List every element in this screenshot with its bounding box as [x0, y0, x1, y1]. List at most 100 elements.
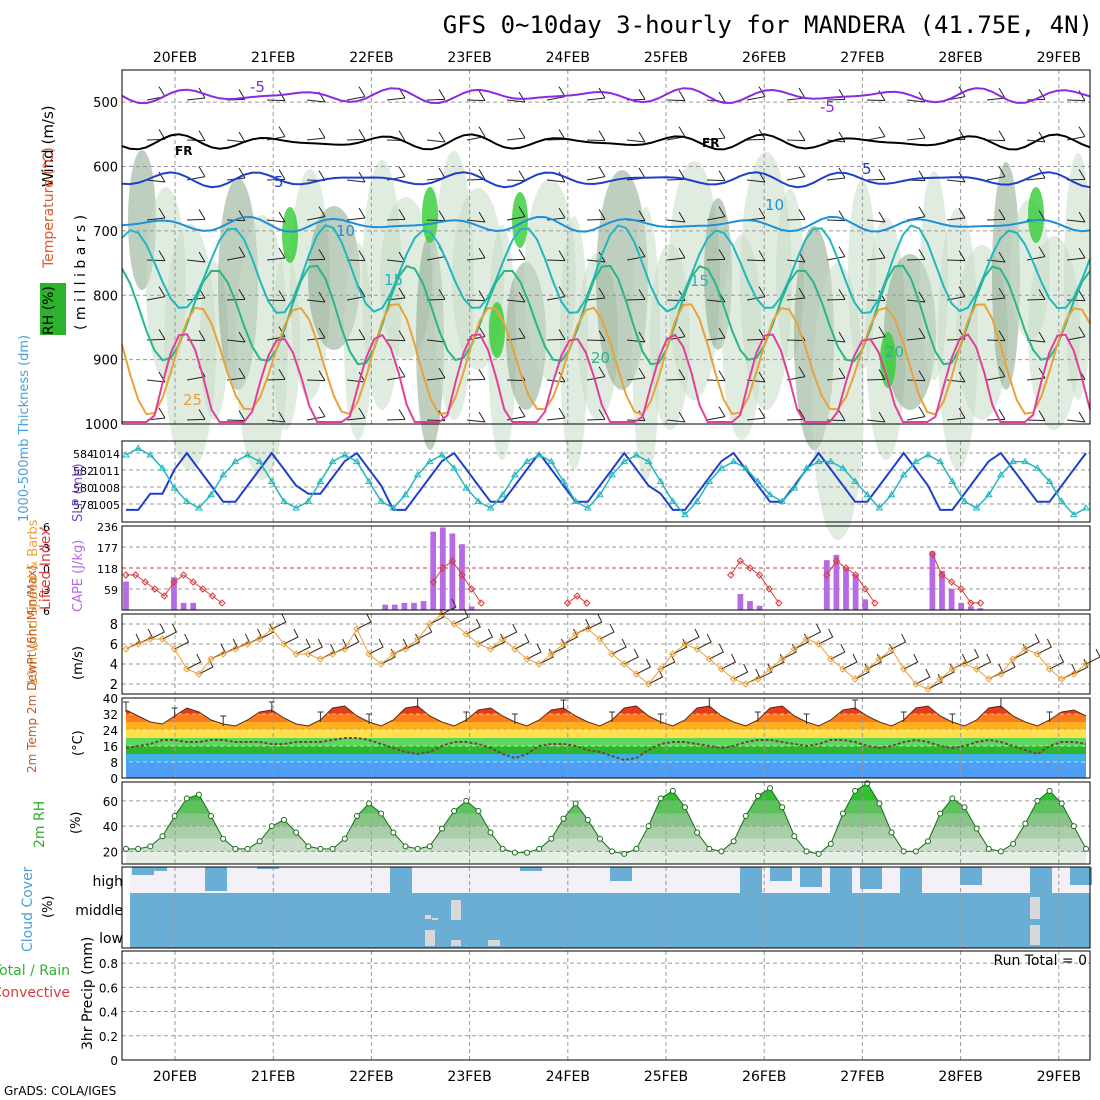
wind-marker — [778, 655, 786, 663]
cloud-gap — [425, 930, 435, 946]
wind-marker — [377, 660, 385, 668]
li-marker — [141, 578, 149, 586]
wind-barb — [506, 249, 526, 261]
wind-marker — [219, 650, 227, 658]
slp-marker — [899, 470, 908, 478]
slp-marker — [219, 470, 228, 478]
cloud-gap — [451, 940, 461, 946]
cape-frame — [121, 525, 1091, 611]
wind-marker — [389, 650, 398, 658]
li-marker — [765, 585, 773, 593]
minmax-bar — [900, 711, 907, 722]
rh-marker — [997, 848, 1004, 855]
rh-marker — [378, 810, 385, 817]
wind-marker — [134, 640, 142, 648]
rh-marker — [524, 849, 531, 856]
wind-barb — [1026, 246, 1046, 261]
rh-marker — [293, 829, 300, 836]
wind-marker — [1009, 655, 1017, 663]
wind-barb — [346, 129, 366, 141]
wind-barb — [1026, 410, 1046, 422]
wind-barb — [786, 130, 806, 142]
wind-marker — [316, 655, 325, 663]
rh-marker — [208, 813, 215, 820]
temp-band — [126, 722, 1086, 730]
cloud-frame — [121, 866, 1091, 949]
slp-marker — [839, 464, 847, 471]
rh-tick: 60 — [103, 795, 118, 809]
minmax-bar — [511, 713, 518, 724]
slp-marker — [559, 477, 568, 484]
wind-barb — [906, 291, 926, 303]
wind-marker — [997, 670, 1005, 678]
wind-barb — [666, 247, 686, 261]
date-label-bottom: 22FEB — [349, 1069, 393, 1085]
date-label-bottom: 26FEB — [742, 1069, 786, 1085]
high-cloud-bar — [1030, 867, 1052, 893]
wind-marker — [742, 680, 750, 688]
rh-marker — [912, 848, 919, 855]
li-marker — [199, 585, 207, 593]
slp-marker — [523, 457, 531, 465]
rh-shade — [632, 207, 660, 480]
high-cloud-bar — [520, 867, 542, 871]
rh-marker — [1022, 820, 1029, 827]
cloud-middle-label: middle — [75, 903, 123, 919]
wind-barb — [346, 329, 366, 341]
wind-marker — [231, 645, 240, 653]
wind-barb — [946, 407, 966, 421]
slp-marker — [401, 490, 410, 498]
li-marker — [957, 585, 965, 593]
precip-total-label: Total / Rain — [0, 963, 70, 979]
wind-marker — [985, 675, 993, 683]
rh-marker — [560, 815, 567, 822]
wind-marker — [827, 655, 835, 663]
rh-marker — [985, 845, 992, 852]
wind-barb — [546, 286, 566, 301]
rh-marker — [584, 816, 591, 823]
li-marker — [967, 599, 975, 607]
lifted-index-line — [730, 560, 780, 604]
thickness-line — [126, 451, 1087, 511]
rh-marker — [305, 843, 312, 850]
wind-barb-10m — [308, 638, 323, 655]
rh-marker — [244, 845, 251, 852]
rh-band — [126, 788, 1086, 801]
wind-barb — [786, 166, 806, 181]
wind-barb — [546, 407, 566, 421]
temp-band — [126, 738, 1086, 746]
wind-marker — [632, 670, 641, 678]
wind-barb — [1066, 90, 1086, 102]
li-marker — [871, 599, 879, 607]
wind-marker — [304, 650, 312, 658]
upper-frame — [121, 69, 1091, 425]
wind-marker — [122, 645, 130, 653]
cape-tick: 59 — [104, 584, 118, 597]
wind-barb — [906, 327, 926, 341]
wind-barb — [586, 409, 606, 421]
li-marker — [976, 599, 985, 607]
slp-marker — [1082, 504, 1090, 511]
precip-axis-label: 3hr Precip (mm) — [80, 937, 96, 1050]
wind-barb — [346, 86, 366, 101]
slp-marker — [948, 477, 957, 484]
li-marker — [727, 571, 735, 579]
wind-barb — [266, 169, 286, 181]
rh-marker — [402, 843, 409, 850]
slp-marker — [207, 490, 215, 498]
slp-marker — [644, 457, 653, 465]
wind-barb — [746, 250, 766, 262]
date-label-top: 20FEB — [153, 50, 197, 66]
contour-label: 15 — [690, 272, 709, 290]
wind-barb — [786, 209, 806, 221]
wind-barb — [626, 331, 646, 343]
rh-marker — [839, 810, 846, 817]
date-label-top: 28FEB — [938, 50, 982, 66]
wind-barb — [626, 131, 646, 143]
wind-marker — [972, 665, 981, 673]
wind-barb — [786, 287, 806, 301]
li-marker — [160, 592, 169, 600]
lifted-index-line — [931, 553, 981, 604]
wind-barb-10m — [709, 643, 724, 660]
wind-marker — [268, 625, 276, 633]
